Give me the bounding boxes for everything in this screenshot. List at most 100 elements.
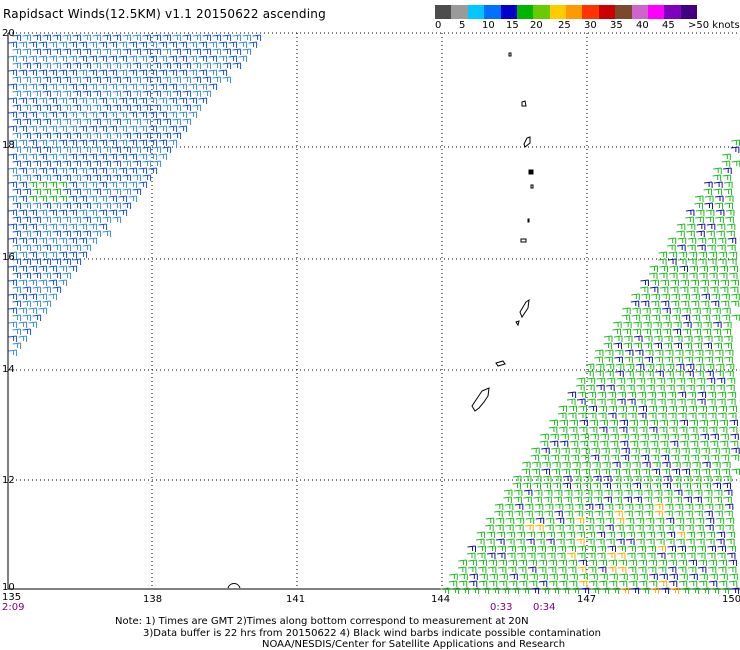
wind-barb-w-323: [68, 139, 78, 146]
wind-barb-e-683: [625, 517, 635, 524]
wind-barb-e-164: [673, 321, 682, 328]
wind-barb-e-3: [721, 160, 731, 167]
legend-swatch-10: [598, 5, 616, 19]
legend-swatch-4: [500, 5, 517, 19]
wind-barb-e-492: [562, 461, 571, 468]
wind-barb-w-549: [62, 272, 72, 279]
wind-barb-e-679: [585, 517, 595, 524]
wind-barb-w-313: [142, 132, 152, 139]
wind-barb-w-59: [102, 48, 112, 55]
wind-barb-w-536: [72, 258, 82, 265]
wind-barb-e-608: [603, 496, 612, 503]
wind-barb-w-265: [22, 118, 32, 125]
wind-barb-e-961: [660, 587, 670, 594]
wind-barb-e-279: [706, 377, 716, 384]
wind-barb-e-775: [507, 545, 517, 552]
wind-barb-w-154: [122, 76, 132, 83]
wind-barb-w-199: [142, 90, 152, 97]
wind-barb-e-746: [486, 538, 495, 545]
wind-barb-w-579: [28, 321, 38, 328]
wind-barb-e-800: [486, 552, 496, 559]
wind-barb-w-251: [68, 111, 78, 118]
wind-barb-e-661: [654, 510, 663, 517]
wind-barb-e-956: [610, 587, 620, 594]
wind-barb-w-385: [48, 167, 58, 174]
wind-barb-e-861: [537, 566, 547, 573]
wind-barb-w-219: [138, 97, 148, 104]
wind-barb-e-921: [558, 580, 568, 587]
wind-barb-e-890: [539, 573, 548, 580]
wind-barb-e-322: [637, 398, 646, 405]
wind-barb-e-510: [531, 468, 541, 475]
wind-barb-e-678: [575, 517, 585, 524]
wind-barb-e-885: [489, 573, 498, 580]
wind-barb-w-109: [122, 62, 132, 69]
wind-barb-e-361: [667, 412, 677, 419]
wind-barb-w-560: [52, 286, 62, 293]
wind-barb-w-410: [8, 181, 18, 188]
wind-barb-w-156: [142, 76, 152, 83]
wind-barb-e-811: [596, 552, 606, 559]
wind-barb-e-464: [711, 447, 720, 454]
lat-label-14: 14: [2, 364, 15, 375]
wind-barb-e-62: [688, 251, 698, 258]
wind-barb-e-45: [667, 237, 677, 244]
wind-barb-w-246: [18, 111, 28, 118]
wind-barb-e-579: [543, 489, 553, 496]
wind-barb-w-559: [42, 286, 52, 293]
wind-barb-e-172: [632, 328, 642, 335]
wind-barb-e-833: [538, 559, 547, 566]
wind-barb-e-747: [496, 538, 505, 545]
wind-barb-w-311: [122, 132, 132, 139]
wind-barb-w-531: [22, 258, 32, 265]
wind-barb-e-203: [683, 342, 692, 349]
wind-barb-e-788: [637, 545, 647, 552]
wind-barb-w-505: [8, 237, 18, 244]
wind-barb-w-147: [52, 76, 62, 83]
wind-barb-w-114: [172, 62, 182, 69]
wind-barb-w-359: [98, 153, 108, 160]
wind-barb-e-578: [533, 489, 543, 496]
wind-barb-w-240: [152, 104, 162, 111]
wind-barb-e-302: [607, 391, 617, 398]
wind-barb-e-784: [597, 545, 607, 552]
wind-barb-w-116: [192, 62, 202, 69]
wind-barb-e-469: [550, 454, 560, 461]
wind-barb-e-364: [697, 412, 707, 419]
wind-barb-w-396: [12, 174, 22, 181]
wind-barb-e-412: [600, 433, 609, 440]
wind-barb-e-913: [478, 580, 488, 587]
wind-barb-e-495: [592, 461, 601, 468]
wind-barb-w-202: [172, 90, 182, 97]
wind-barb-w-213: [78, 97, 88, 104]
wind-barb-e-262: [695, 370, 704, 377]
wind-barb-e-22: [724, 202, 733, 209]
wind-barb-w-254: [98, 111, 108, 118]
wind-barb-e-337: [608, 405, 618, 412]
wind-barb-w-334: [12, 146, 22, 153]
wind-barb-e-353: [587, 412, 597, 419]
wind-barb-w-173: [88, 83, 98, 90]
wind-barb-e-627: [554, 503, 564, 510]
wind-barb-e-645: [494, 510, 503, 517]
wind-barb-w-74: [8, 55, 18, 62]
wind-barb-e-569: [672, 482, 681, 489]
wind-speed-legend-labels: 0 5 10 15 20 25 30 35 40 45 >50 knots: [430, 20, 740, 34]
wind-barb-e-701: [555, 524, 564, 531]
wind-barb-w-260: [158, 111, 168, 118]
wind-barb-e-481: [670, 454, 680, 461]
wind-barb-w-387: [68, 167, 78, 174]
wind-barb-e-138: [652, 307, 661, 314]
wind-barb-w-103: [62, 62, 72, 69]
wind-barb-e-104: [649, 286, 659, 293]
wind-barb-w-370: [52, 160, 62, 167]
wind-barb-w-333: [168, 139, 178, 146]
wind-barb-e-708: [625, 524, 634, 531]
wind-barb-w-73: [242, 48, 252, 55]
wind-barb-e-258: [655, 370, 664, 377]
wind-barb-e-368: [549, 419, 558, 426]
wind-barb-w-28: [38, 41, 48, 48]
wind-barb-e-118: [681, 293, 690, 300]
wind-barb-w-206: [8, 97, 18, 104]
wind-barb-w-136: [158, 69, 168, 76]
